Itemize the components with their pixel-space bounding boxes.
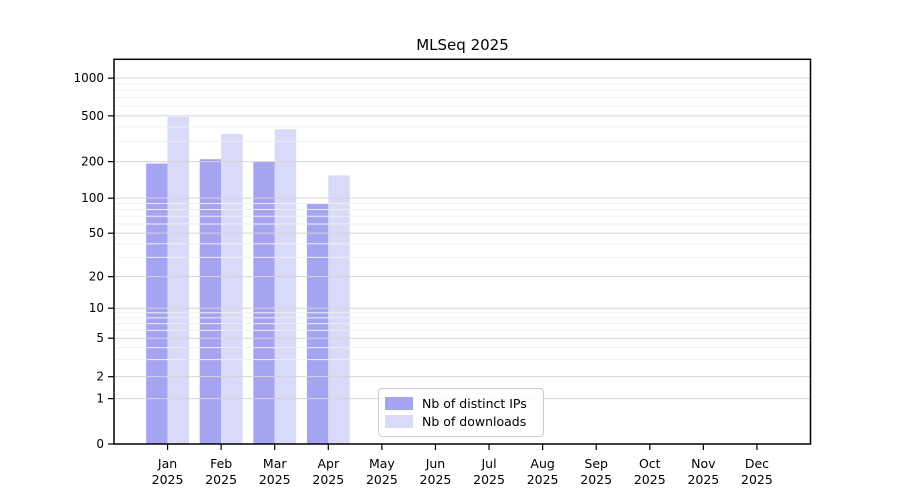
x-tick-label: Oct 2025	[634, 456, 666, 487]
legend-item: Nb of distinct IPs	[385, 394, 537, 413]
y-tick-label: 500	[81, 109, 104, 123]
x-tick-label: Apr 2025	[312, 456, 344, 487]
y-tick-label: 100	[81, 191, 104, 205]
x-tick-label: Jan 2025	[152, 456, 184, 487]
legend-label: Nb of distinct IPs	[422, 395, 527, 411]
y-tick-label: 50	[89, 226, 104, 240]
y-tick-label: 10	[89, 301, 104, 315]
x-tick-label: Jul 2025	[473, 456, 505, 487]
y-tick-label: 1000	[73, 71, 104, 85]
x-tick-label: Jun 2025	[420, 456, 452, 487]
x-tick-label: Nov 2025	[687, 456, 719, 487]
x-tick-label: Sep 2025	[580, 456, 612, 487]
y-tick-label: 200	[81, 155, 104, 169]
legend-swatch-nb-of-downloads	[385, 415, 413, 429]
bar-feb-distinct-ips	[199, 159, 222, 444]
x-tick-label: Mar 2025	[259, 456, 291, 487]
y-tick-label: 1	[96, 392, 104, 406]
x-tick-label: Feb 2025	[205, 456, 237, 487]
bar-jan-distinct-ips	[146, 163, 168, 444]
x-tick-label: Aug 2025	[527, 456, 559, 487]
y-tick-label: 5	[96, 331, 104, 345]
bar-jan-downloads	[167, 116, 190, 444]
bar-feb-downloads	[221, 134, 243, 444]
y-tick-label: 0	[96, 437, 104, 451]
x-tick-label: May 2025	[366, 456, 398, 487]
bar-mar-distinct-ips	[253, 161, 275, 445]
x-tick-label: Dec 2025	[741, 456, 773, 487]
legend: Nb of distinct IPs Nb of downloads	[378, 388, 544, 437]
legend-item: Nb of downloads	[385, 413, 537, 432]
bar-mar-downloads	[274, 129, 297, 444]
y-tick-label: 20	[89, 270, 104, 284]
plot-frame	[113, 58, 812, 445]
chart-title: MLSeq 2025	[416, 36, 509, 54]
y-tick-label: 2	[96, 370, 104, 384]
legend-swatch-nb-of-distinct-ips	[385, 396, 413, 410]
legend-label: Nb of downloads	[422, 414, 527, 430]
